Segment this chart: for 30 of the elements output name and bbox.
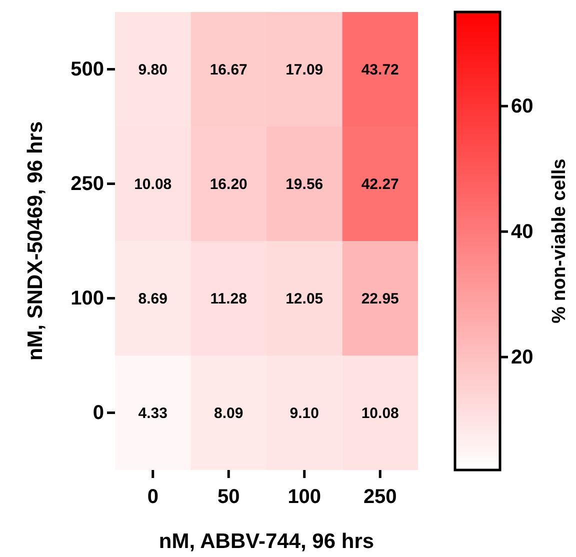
y-tick-label: 100	[70, 288, 104, 310]
data-label: 11.28	[210, 290, 247, 308]
data-label: 8.09	[214, 405, 244, 422]
x-tick-label: 0	[147, 486, 158, 508]
data-label: 9.10	[290, 405, 319, 422]
x-tick-label: 100	[288, 486, 322, 508]
y-tick-label: 0	[92, 402, 104, 424]
data-label: 8.69	[138, 290, 168, 308]
data-label: 12.05	[286, 290, 324, 308]
color-bar-label: 60	[511, 96, 534, 118]
x-axis-title: nM, ABBV-744, 96 hrs	[158, 530, 374, 553]
data-label: 42.27	[361, 176, 399, 193]
data-label: 9.80	[138, 62, 168, 78]
data-label: 19.56	[286, 176, 324, 193]
y-tick-label: 250	[70, 173, 104, 196]
y-tick-label: 500	[70, 58, 104, 81]
data-label: 16.67	[210, 62, 248, 78]
data-label: 17.09	[286, 62, 324, 78]
data-label: 22.95	[361, 290, 399, 308]
data-label: 16.20	[210, 176, 248, 193]
data-label: 10.08	[134, 176, 172, 193]
data-label: 43.72	[361, 62, 399, 78]
x-tick-label: 250	[363, 486, 397, 508]
color-bar-title: % non-viable cells	[549, 158, 570, 324]
color-bar-label: 20	[511, 346, 534, 368]
data-label: 10.08	[361, 405, 399, 422]
y-axis-title: nM, SNDX-50469, 96 hrs	[24, 121, 47, 361]
color-bar-label: 40	[511, 220, 534, 243]
x-tick-label: 50	[218, 486, 240, 508]
data-label: 4.33	[138, 405, 168, 422]
